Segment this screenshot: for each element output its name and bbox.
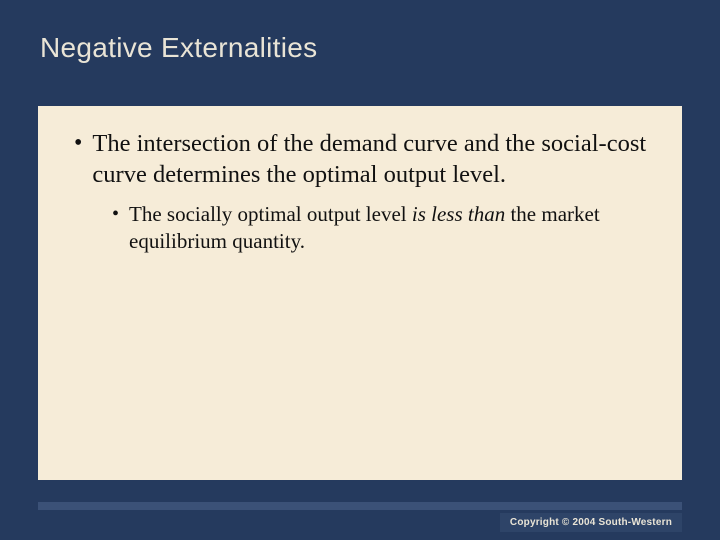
bullet-dot-icon: • xyxy=(112,201,119,227)
copyright-label: Copyright © 2004 South-Western xyxy=(500,513,682,532)
slide: Negative Externalities • The intersectio… xyxy=(0,0,720,540)
bullet-level-1: • The intersection of the demand curve a… xyxy=(66,128,654,191)
footer-accent-band xyxy=(38,502,682,510)
content-panel: • The intersection of the demand curve a… xyxy=(38,106,682,480)
bullet-dot-icon: • xyxy=(74,128,82,158)
slide-title: Negative Externalities xyxy=(40,32,720,64)
bullet-l1-text: The intersection of the demand curve and… xyxy=(92,128,654,191)
bullet-l2-italic: is less than xyxy=(412,202,505,226)
bullet-l2-pre: The socially optimal output level xyxy=(129,202,412,226)
bullet-l2-text: The socially optimal output level is les… xyxy=(129,201,654,255)
title-area: Negative Externalities xyxy=(0,0,720,100)
bullet-level-2: • The socially optimal output level is l… xyxy=(106,201,654,255)
